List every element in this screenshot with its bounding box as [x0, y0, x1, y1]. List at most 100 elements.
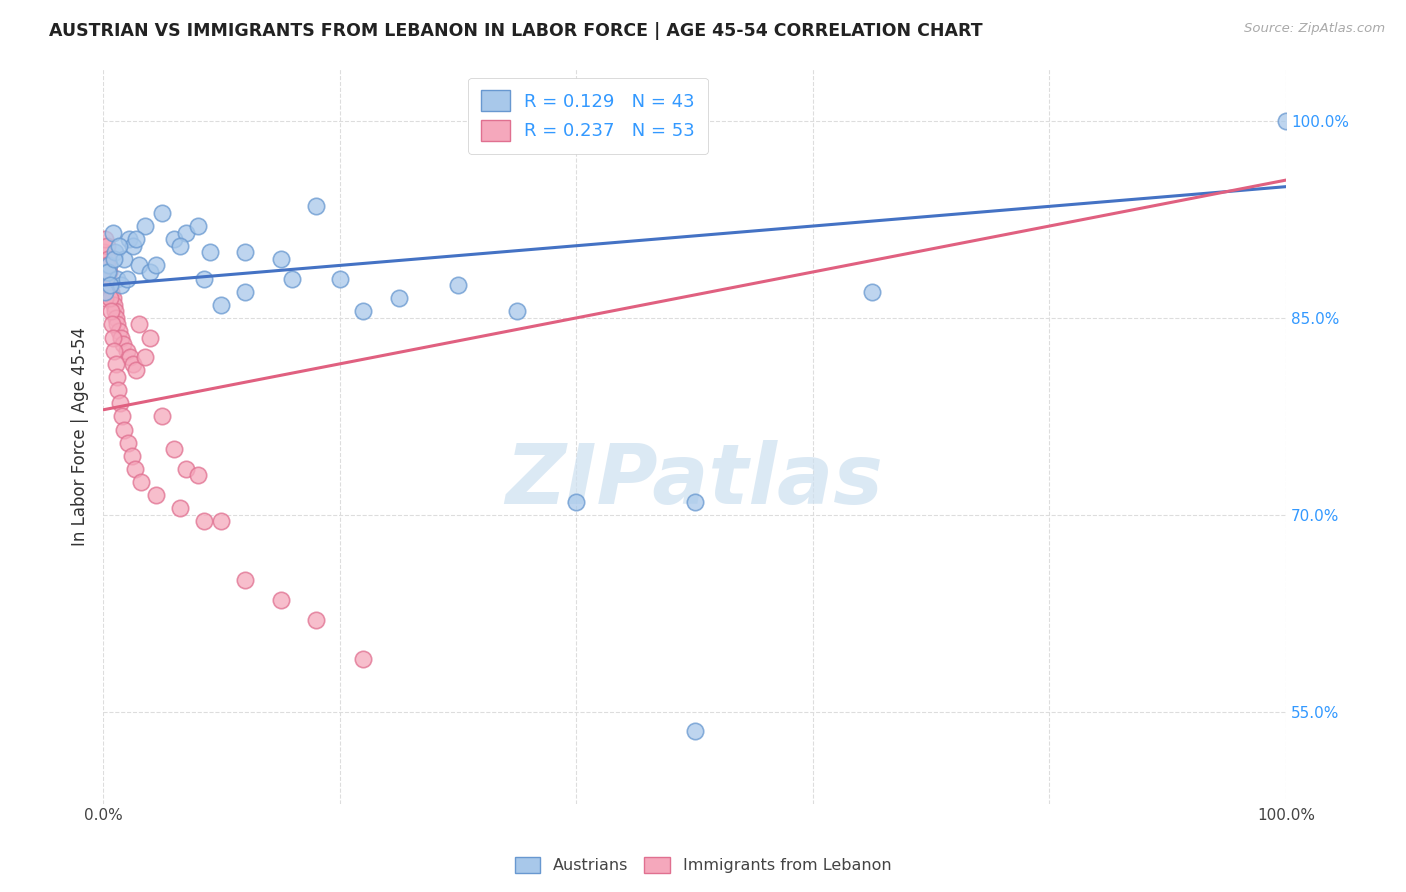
Point [98, 259, 121, 273]
Y-axis label: In Labor Force | Age 45-54: In Labor Force | Age 45-54 [72, 326, 89, 546]
Point [98, 278, 121, 293]
Point [150, 206, 173, 220]
Point [98, 291, 121, 305]
Point [193, 271, 215, 285]
Point [305, 199, 328, 213]
Point [121, 357, 143, 371]
Point [107, 324, 129, 338]
Point [163, 232, 186, 246]
Point [145, 488, 167, 502]
Point [117, 435, 139, 450]
Point [97, 252, 120, 266]
Point [352, 304, 374, 318]
Point [97, 265, 120, 279]
Point [209, 515, 232, 529]
Point [100, 285, 122, 299]
Point [187, 468, 209, 483]
Legend: Austrians, Immigrants from Lebanon: Austrians, Immigrants from Lebanon [509, 850, 897, 880]
Point [94, 291, 117, 305]
Point [101, 318, 124, 332]
Point [860, 285, 883, 299]
Point [121, 238, 143, 252]
Point [506, 304, 529, 318]
Point [105, 370, 128, 384]
Point [352, 652, 374, 666]
Point [112, 252, 135, 266]
Point [193, 515, 215, 529]
Point [105, 318, 128, 332]
Point [96, 259, 118, 273]
Point [163, 442, 186, 457]
Point [209, 298, 232, 312]
Point [96, 238, 118, 252]
Point [233, 285, 256, 299]
Point [121, 449, 143, 463]
Point [103, 252, 125, 266]
Point [97, 278, 120, 293]
Point [101, 226, 124, 240]
Text: Source: ZipAtlas.com: Source: ZipAtlas.com [1244, 22, 1385, 36]
Point [125, 232, 148, 246]
Point [198, 245, 221, 260]
Point [103, 343, 125, 358]
Point [115, 271, 138, 285]
Point [683, 494, 706, 508]
Point [94, 271, 117, 285]
Point [101, 330, 124, 344]
Point [110, 278, 132, 293]
Point [120, 351, 142, 365]
Point [281, 271, 304, 285]
Point [107, 238, 129, 252]
Point [139, 265, 162, 279]
Point [128, 318, 150, 332]
Point [96, 265, 118, 279]
Point [94, 285, 117, 299]
Point [111, 409, 134, 424]
Point [125, 363, 148, 377]
Point [129, 475, 152, 489]
Point [100, 304, 122, 318]
Point [108, 396, 131, 410]
Point [683, 724, 706, 739]
Legend: R = 0.129   N = 43, R = 0.237   N = 53: R = 0.129 N = 43, R = 0.237 N = 53 [468, 78, 707, 153]
Point [107, 383, 129, 397]
Point [105, 271, 128, 285]
Point [134, 351, 156, 365]
Point [145, 259, 167, 273]
Point [93, 245, 115, 260]
Point [150, 409, 173, 424]
Point [1275, 114, 1298, 128]
Point [233, 574, 256, 588]
Point [115, 343, 138, 358]
Point [305, 613, 328, 627]
Point [270, 593, 292, 607]
Point [139, 330, 162, 344]
Point [187, 219, 209, 233]
Point [112, 423, 135, 437]
Point [134, 219, 156, 233]
Point [103, 298, 125, 312]
Point [110, 330, 132, 344]
Point [104, 304, 127, 318]
Point [169, 238, 191, 252]
Point [565, 494, 588, 508]
Point [101, 291, 124, 305]
Point [98, 278, 121, 293]
Point [118, 232, 141, 246]
Point [94, 232, 117, 246]
Point [104, 245, 127, 260]
Point [128, 259, 150, 273]
Text: ZIPatlas: ZIPatlas [506, 440, 883, 521]
Point [329, 271, 352, 285]
Point [169, 501, 191, 516]
Point [447, 278, 470, 293]
Point [112, 337, 135, 351]
Point [174, 462, 197, 476]
Text: AUSTRIAN VS IMMIGRANTS FROM LEBANON IN LABOR FORCE | AGE 45-54 CORRELATION CHART: AUSTRIAN VS IMMIGRANTS FROM LEBANON IN L… [49, 22, 983, 40]
Point [270, 252, 292, 266]
Point [104, 357, 127, 371]
Point [233, 245, 256, 260]
Point [98, 265, 121, 279]
Point [124, 462, 146, 476]
Point [105, 310, 128, 325]
